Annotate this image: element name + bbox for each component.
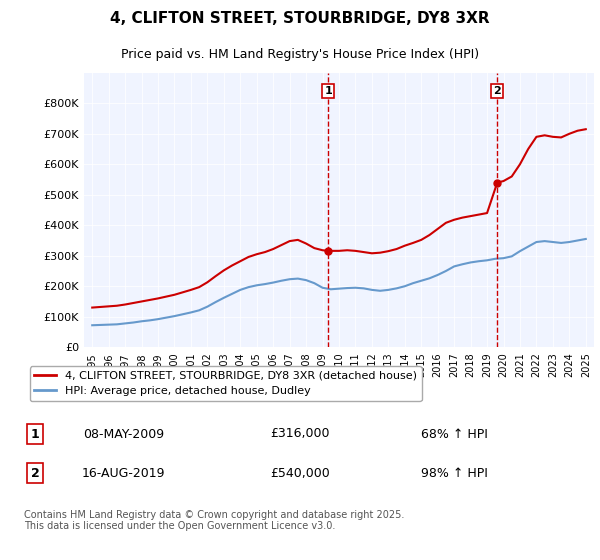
Text: 4, CLIFTON STREET, STOURBRIDGE, DY8 3XR: 4, CLIFTON STREET, STOURBRIDGE, DY8 3XR: [110, 11, 490, 26]
Text: £540,000: £540,000: [270, 466, 330, 480]
Text: 2: 2: [493, 86, 501, 96]
Text: £316,000: £316,000: [270, 427, 330, 441]
Text: 2: 2: [31, 466, 40, 480]
Text: Price paid vs. HM Land Registry's House Price Index (HPI): Price paid vs. HM Land Registry's House …: [121, 48, 479, 61]
Text: 16-AUG-2019: 16-AUG-2019: [82, 466, 165, 480]
Text: 98% ↑ HPI: 98% ↑ HPI: [421, 466, 488, 480]
Text: 68% ↑ HPI: 68% ↑ HPI: [421, 427, 488, 441]
Text: 1: 1: [31, 427, 40, 441]
Text: Contains HM Land Registry data © Crown copyright and database right 2025.
This d: Contains HM Land Registry data © Crown c…: [24, 510, 404, 531]
Text: 1: 1: [325, 86, 332, 96]
Legend: 4, CLIFTON STREET, STOURBRIDGE, DY8 3XR (detached house), HPI: Average price, de: 4, CLIFTON STREET, STOURBRIDGE, DY8 3XR …: [29, 366, 422, 401]
Text: 08-MAY-2009: 08-MAY-2009: [83, 427, 164, 441]
